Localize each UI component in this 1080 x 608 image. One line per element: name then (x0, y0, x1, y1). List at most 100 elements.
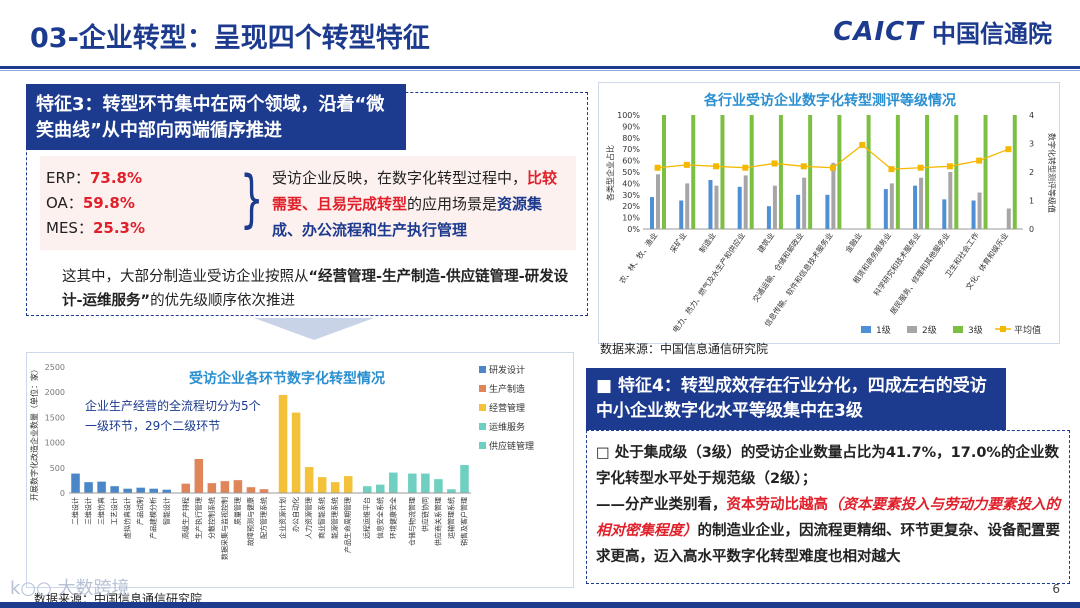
bar-3级 (749, 115, 754, 229)
legend-label: 运维服务 (489, 421, 525, 433)
y-tick-label: 40% (622, 179, 640, 188)
bar-3级 (866, 115, 871, 229)
feature4-heading-text: 特征4：转型成效存在行业分化，四成左右的受访中小企业数字化水平等级集中在3级 (596, 376, 987, 421)
bar (259, 488, 269, 494)
bar-3级 (808, 115, 813, 229)
bar (278, 394, 288, 494)
y-tick-label: 1000 (45, 439, 65, 448)
erp-value: 73.8% (89, 169, 142, 187)
bar (207, 482, 217, 494)
bar (109, 485, 120, 494)
bar (407, 473, 418, 494)
sub-red: 资本劳动比越高 (726, 497, 829, 513)
avg-point (859, 141, 866, 148)
bar (343, 475, 353, 494)
bar (96, 481, 107, 494)
bar (330, 481, 340, 494)
bar (317, 476, 327, 494)
avg-point (888, 166, 895, 173)
y-tick-label: 90% (622, 122, 640, 131)
legend-swatch (479, 385, 486, 392)
x-tick-label: 企业资源计划 (278, 497, 287, 539)
y2-tick-label: 2 (1029, 168, 1034, 177)
bar-2级 (1006, 208, 1011, 229)
y2-tick-label: 3 (1029, 140, 1034, 149)
bar-2级 (831, 162, 836, 229)
erp-label: ERP： (46, 169, 90, 187)
brace-icon: } (239, 162, 264, 235)
feature4-bullet: □ 处于集成级（3级）的受访企业数量占比为41.7%，17.0%的企业数字化转型… (596, 445, 1059, 487)
bar (122, 488, 133, 494)
y-tick-label: 100% (617, 111, 640, 120)
feature4-heading: ■ 特征4：转型成效存在行业分化，四成左右的受访中小企业数字化水平等级集中在3级 (586, 368, 1006, 430)
x-tick-label: 二维设计 (71, 497, 80, 525)
legend-label: 研发设计 (489, 364, 525, 376)
desc-highlight-blue: 资源集成、办公流程和生产执行管理 (272, 195, 543, 239)
legend-swatch (861, 326, 871, 333)
bar-1级 (883, 189, 888, 229)
process-chart-panel: 受访企业各环节数字化转型情况 开展数字化改造企业数量（单位：家） 2500 2000 1… (26, 352, 574, 588)
note-text-1: 这其中，大部分制造业受访企业按照从 (62, 269, 309, 285)
feature4-sub: ——分产业类别看，资本劳动比越高（资本要素投入与劳动力要素投入的相对密集程度）的… (596, 492, 1064, 570)
bar-3级 (925, 115, 930, 229)
feature3-stats: ERP：73.8% OA：59.8% MES：25.3% (46, 166, 224, 241)
note-bold: “经营管理-生产制造-供应链管理-研发设计-运维服务” (62, 269, 569, 309)
x-tick-label: 远程运维平台 (362, 497, 371, 539)
bar-2级 (656, 174, 660, 229)
avg-point (683, 161, 690, 168)
legend-label: 供应链管理 (489, 440, 534, 452)
bar-3级 (720, 115, 725, 229)
bar-2级 (802, 177, 807, 229)
avg-point (946, 163, 953, 170)
x-tick-label: 生产执行管理 (194, 497, 203, 539)
mes-value: 25.3% (92, 219, 145, 237)
bar-2级 (685, 183, 690, 229)
bar-3级 (778, 115, 783, 229)
y-tick-label: 30% (622, 191, 640, 200)
x-tick-label: 产品试制 (136, 497, 145, 525)
y-tick-label: 10% (622, 214, 640, 223)
industry-chart-source: 数据来源：中国信息通信研究院 (600, 342, 769, 356)
bar-1级 (650, 197, 654, 229)
bar-3级 (662, 115, 666, 229)
avg-point (771, 160, 778, 167)
x-tick-label: 销售及客户管理 (459, 497, 468, 546)
bar (148, 488, 159, 494)
x-tick-label: 居民服务、修理和其他服务业 (887, 230, 951, 316)
watermark: k○○ 大数跨境 (10, 578, 130, 599)
y-tick-label: 2000 (45, 388, 65, 397)
bar-1级 (825, 194, 830, 229)
bar-2级 (977, 192, 982, 229)
y-tick-label: 0 (60, 489, 65, 498)
avg-point (742, 164, 749, 171)
annotation-line-1: 企业生产经营的全流程切分为5个 (85, 398, 261, 413)
bar (70, 473, 81, 494)
x-tick-label: 产品建模分析 (149, 497, 158, 539)
bar (83, 481, 94, 494)
feature4-bullet-text: 处于集成级（3级）的受访企业数量占比为41.7%，17.0%的企业数字化转型水平… (596, 445, 1059, 487)
x-tick-label: 供应商关系管理 (433, 497, 442, 546)
logo: CAICT 中国信通院 (833, 14, 1052, 49)
avg-point (713, 163, 720, 170)
bar-2级 (919, 177, 924, 229)
y-tick-label: 60% (622, 157, 640, 166)
bar-1级 (796, 194, 801, 229)
bar-2级 (948, 172, 953, 229)
logo-en: CAICT (833, 16, 924, 47)
bar (291, 412, 301, 494)
bar-1级 (737, 186, 742, 229)
legend-label: 1级 (876, 324, 891, 336)
avg-point (830, 164, 836, 171)
bar-1级 (708, 179, 713, 229)
desc-text-2: 的应用场景是 (407, 195, 498, 213)
x-tick-label: 仓储与物流管理 (407, 497, 416, 546)
x-tick-label: 办公自动化 (291, 497, 300, 532)
legend-swatch (479, 404, 486, 411)
y-axis-label: 各类型企业占比 (605, 145, 615, 201)
x-tick-label: 信息安全系统 (375, 497, 384, 539)
bar-3级 (1012, 115, 1017, 229)
feature3-note: 这其中，大部分制造业受访企业按照从“经营管理-生产制造-供应链管理-研发设计-运… (62, 265, 574, 313)
bar-3级 (895, 115, 900, 229)
bar-1级 (766, 206, 771, 229)
bar (304, 466, 314, 494)
